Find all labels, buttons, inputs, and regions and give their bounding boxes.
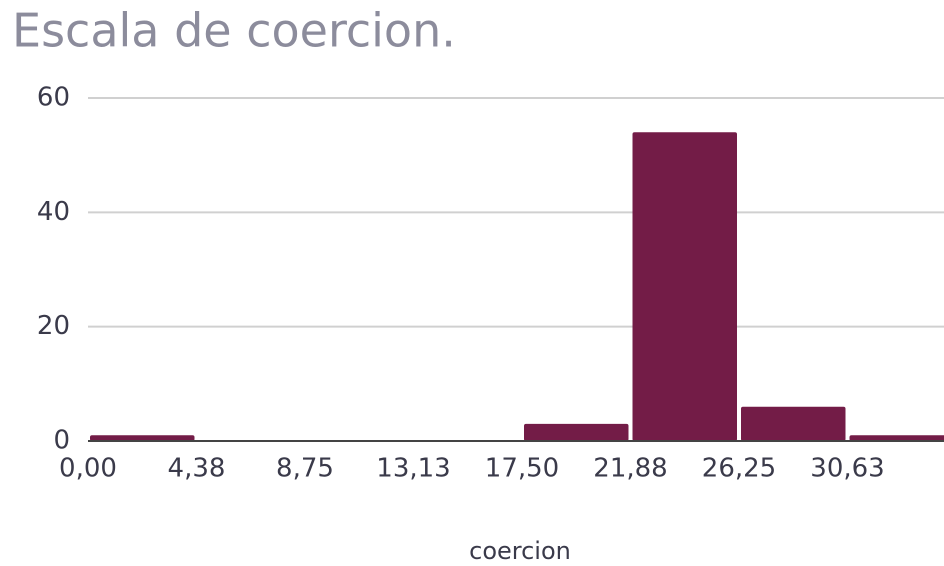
bar — [741, 406, 846, 441]
y-tick-label: 60 — [37, 83, 70, 113]
x-axis-label: coercion — [469, 537, 571, 565]
bar — [524, 423, 629, 441]
x-tick-label: 0,00 — [59, 454, 117, 484]
y-tick-label: 20 — [37, 311, 70, 341]
x-tick-label: 30,63 — [810, 454, 884, 484]
x-tick-label: 13,13 — [376, 454, 450, 484]
y-tick-label: 0 — [53, 426, 70, 456]
bar — [849, 435, 944, 441]
chart-title: Escala de coercion. — [12, 4, 456, 58]
y-tick-label: 40 — [37, 197, 70, 227]
x-tick-label: 17,50 — [485, 454, 559, 484]
x-tick-label: 4,38 — [168, 454, 226, 484]
x-tick-label: 21,88 — [593, 454, 667, 484]
bar — [632, 132, 737, 442]
x-tick-label: 8,75 — [276, 454, 334, 484]
x-tick-label: 26,25 — [702, 454, 776, 484]
bar — [90, 435, 195, 441]
